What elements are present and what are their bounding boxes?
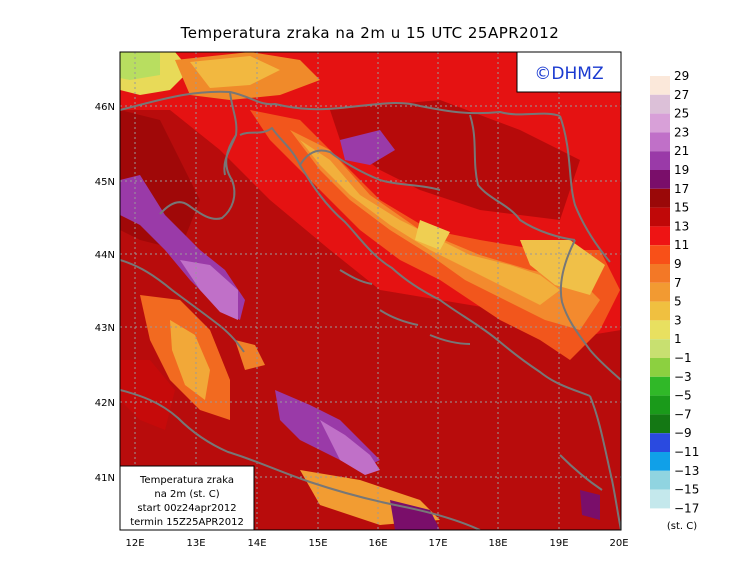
legend-label: 25 [674,107,689,121]
logo-text: ©DHMZ [534,64,603,84]
legend-swatch [650,282,670,302]
lon-label-15e: 15E [308,538,327,549]
lon-label-16e: 16E [368,538,387,549]
lat-label-43n: 43N [95,323,115,334]
legend-swatch [650,358,670,377]
legend-label: 17 [674,182,689,196]
lon-label-17e: 17E [428,538,447,549]
legend-label: 19 [674,163,689,177]
lat-label-44n: 44N [95,250,115,261]
info-line-1: Temperatura zraka [139,475,234,486]
temperature-field [120,52,621,530]
legend-swatch [650,245,670,264]
legend-swatch [650,301,670,321]
legend-swatch [650,264,670,283]
lat-label-42n: 42N [95,398,115,409]
info-line-2: na 2m (st. C) [154,489,219,500]
lon-label-20e: 20E [609,538,628,549]
legend-label: −13 [674,464,699,478]
legend-swatch [650,76,670,95]
legend-swatch [650,94,670,114]
dhmz-logo: ©DHMZ [516,51,622,93]
legend-swatch [650,113,670,133]
legend-swatch [650,207,670,227]
legend-label: 23 [674,125,689,139]
legend-label: −3 [674,370,692,384]
legend-label: −9 [674,426,692,440]
legend-swatch [650,170,670,189]
legend-swatch [650,414,670,434]
legend-swatch [650,132,670,152]
lat-label-41n: 41N [95,473,115,484]
legend-unit: (st. C) [667,521,697,532]
plot-frame [119,51,622,531]
legend-label: 11 [674,238,689,252]
lon-label-13e: 13E [186,538,205,549]
legend-swatch [650,151,670,170]
lon-label-12e: 12E [125,538,144,549]
lat-label-45n: 45N [95,177,115,188]
legend-label: −7 [674,407,692,421]
lat-labels: 46N 45N 44N 43N 42N 41N [95,102,115,484]
legend-swatch [650,470,670,490]
legend-label: 29 [674,69,689,83]
legend-swatch [650,395,670,415]
legend-swatch [650,339,670,358]
legend-label: 3 [674,313,682,327]
legend-swatch [650,320,670,340]
legend-label: 5 [674,295,682,309]
legend-swatch [650,452,670,471]
lat-label-46n: 46N [95,102,115,113]
lat-lon-grid [120,52,621,530]
legend-label: −11 [674,445,699,459]
lon-label-18e: 18E [488,538,507,549]
info-line-3: start 00z24apr2012 [137,503,236,514]
legend-swatch [650,226,670,246]
legend-swatch [650,376,670,396]
lon-labels: 12E 13E 14E 15E 16E 17E 18E 19E 20E [125,538,628,549]
legend-label: 7 [674,276,682,290]
legend-swatch [650,433,670,452]
legend-label: 27 [674,88,689,102]
legend-label: −1 [674,351,692,365]
legend-label: −17 [674,501,699,515]
lon-label-14e: 14E [247,538,266,549]
legend-swatch [650,188,670,208]
info-box: Temperatura zraka na 2m (st. C) start 00… [119,465,255,531]
legend-swatch [650,489,670,509]
legend-label: −5 [674,389,692,403]
info-line-4: termin 15Z25APR2012 [130,517,244,528]
coastlines-borders [120,90,621,530]
color-legend: 29 27 25 23 21 19 17 15 13 11 9 7 5 3 1 −1 −3 −5 −7 −9 −11 −1… [650,69,699,515]
map-title: Temperatura zraka na 2m u 15 UTC 25APR20… [180,24,560,42]
legend-label: 13 [674,219,689,233]
legend-label: 9 [674,257,682,271]
legend-label: 1 [674,332,682,346]
legend-label: 15 [674,201,689,215]
lon-label-19e: 19E [549,538,568,549]
legend-label: 21 [674,144,689,158]
legend-label: −15 [674,483,699,497]
